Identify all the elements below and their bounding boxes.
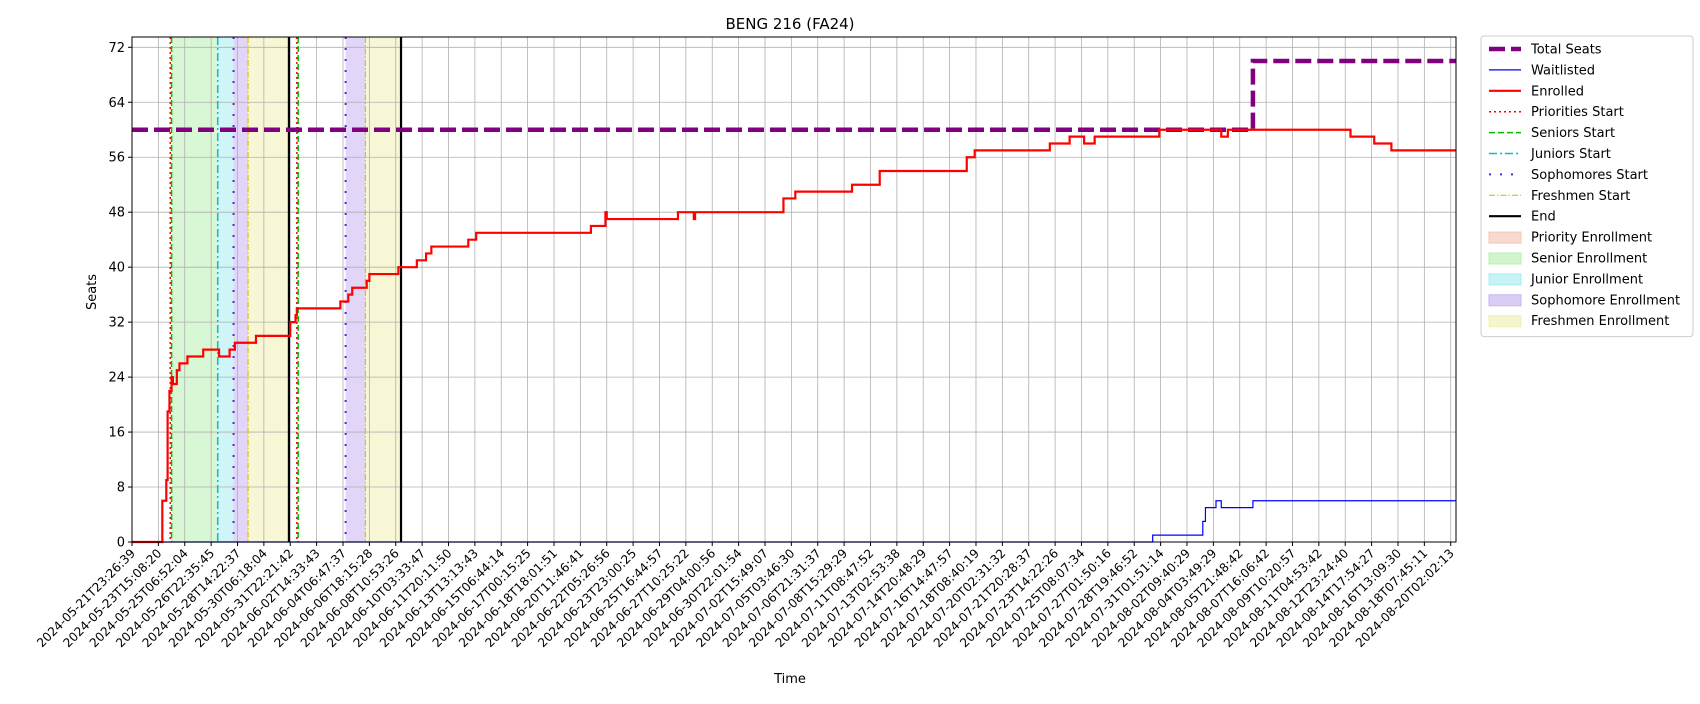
- y-tick-label: 0: [117, 536, 125, 551]
- legend-swatch-senior-enrollment: [1488, 252, 1522, 265]
- y-tick-label: 32: [108, 316, 125, 331]
- legend-label-waitlisted: Waitlisted: [1531, 63, 1595, 78]
- legend-swatch-junior-enrollment: [1488, 273, 1522, 286]
- legend-label-priority-enrollment: Priority Enrollment: [1531, 231, 1652, 246]
- legend-label-total-seats: Total Seats: [1530, 43, 1602, 58]
- series-enrolled: [132, 128, 1456, 544]
- shaded-region-junior-enrollment-0: [217, 37, 234, 542]
- y-tick-label: 56: [108, 151, 125, 166]
- legend: Total Seats Waitlisted Enrolled Priorities …: [1480, 35, 1694, 338]
- legend-label-senior-enrollment: Senior Enrollment: [1531, 252, 1647, 267]
- legend-label-freshmen-start: Freshmen Start: [1531, 189, 1630, 204]
- legend-label-seniors-start: Seniors Start: [1531, 126, 1615, 141]
- legend-label-enrolled: Enrolled: [1531, 84, 1584, 99]
- shaded-region-freshmen-enrollment-0: [248, 37, 289, 542]
- y-tick-label: 16: [108, 426, 125, 441]
- legend-swatch-freshmen-enrollment: [1488, 315, 1522, 328]
- legend-swatch-priority-enrollment: [1488, 231, 1522, 244]
- plot-area: 0816243240485664722024-05-21T23:26:39202…: [34, 36, 1457, 650]
- shaded-region-senior-enrollment-0: [171, 37, 218, 542]
- legend-label-freshmen-enrollment: Freshmen Enrollment: [1531, 314, 1669, 329]
- legend-label-sophomore-enrollment: Sophomore Enrollment: [1531, 293, 1680, 308]
- y-tick-label: 64: [108, 96, 125, 111]
- legend-label-junior-enrollment: Junior Enrollment: [1530, 272, 1643, 287]
- legend-label-juniors-start: Juniors Start: [1530, 147, 1611, 162]
- shaded-region-sophomore-enrollment-0: [233, 37, 249, 542]
- legend-label-end: End: [1531, 210, 1556, 225]
- y-tick-label: 72: [108, 41, 125, 56]
- legend-label-priorities-start: Priorities Start: [1531, 105, 1624, 120]
- x-axis-label: Time: [773, 672, 806, 687]
- chart-title: BENG 216 (FA24): [725, 15, 854, 33]
- shaded-region-freshmen-enrollment-1: [365, 37, 402, 542]
- y-tick-label: 40: [108, 261, 125, 276]
- legend-swatch-sophomore-enrollment: [1488, 294, 1522, 307]
- legend-box: [1480, 35, 1694, 338]
- legend-label-sophomores-start: Sophomores Start: [1531, 168, 1648, 183]
- y-tick-label: 48: [108, 206, 125, 221]
- series-total-seats: [132, 58, 1456, 133]
- y-axis-label: Seats: [85, 274, 100, 310]
- plot-frame: [131, 36, 1457, 543]
- series-waitlisted: [132, 500, 1456, 543]
- y-tick-label: 8: [117, 481, 125, 496]
- shaded-region-sophomore-enrollment-1: [345, 37, 366, 542]
- y-tick-label: 24: [108, 371, 125, 386]
